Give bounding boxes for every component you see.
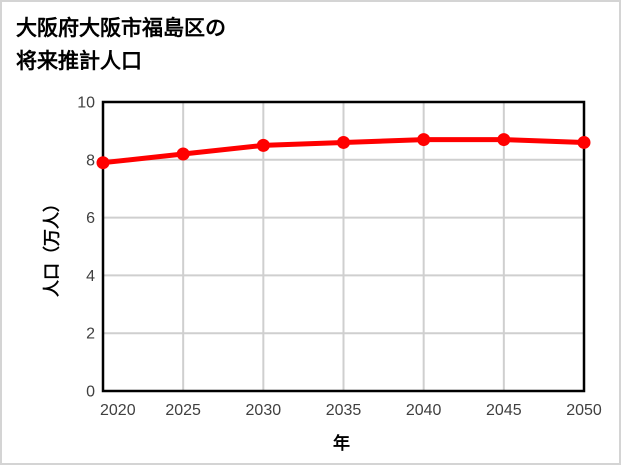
data-point <box>96 156 110 170</box>
y-tick-label: 4 <box>86 268 95 285</box>
y-tick-label: 2 <box>86 326 95 343</box>
x-tick-label: 2035 <box>326 402 362 419</box>
y-tick-label: 10 <box>77 95 95 112</box>
data-point <box>256 138 270 152</box>
chart-title-line1: 大阪府大阪市福島区の <box>16 17 226 40</box>
chart-title-line2: 将来推計人口 <box>16 50 142 73</box>
x-tick-label: 2025 <box>165 402 201 419</box>
x-tick-label: 2020 <box>100 402 136 419</box>
chart-title: 大阪府大阪市福島区の 将来推計人口 <box>16 12 226 78</box>
data-point <box>337 135 350 149</box>
data-point <box>176 147 190 161</box>
x-tick-label: 2040 <box>406 402 442 419</box>
x-tick-label: 2045 <box>486 402 522 419</box>
x-axis-title: 年 <box>333 434 350 453</box>
data-point <box>497 133 511 147</box>
y-tick-label: 8 <box>86 152 95 169</box>
x-tick-label: 2030 <box>246 402 282 419</box>
y-tick-label: 0 <box>86 384 95 401</box>
plot-border <box>101 100 586 393</box>
data-point <box>577 135 591 149</box>
x-tick-label: 2050 <box>566 402 602 419</box>
data-point <box>417 133 431 147</box>
y-tick-label: 6 <box>86 210 95 227</box>
